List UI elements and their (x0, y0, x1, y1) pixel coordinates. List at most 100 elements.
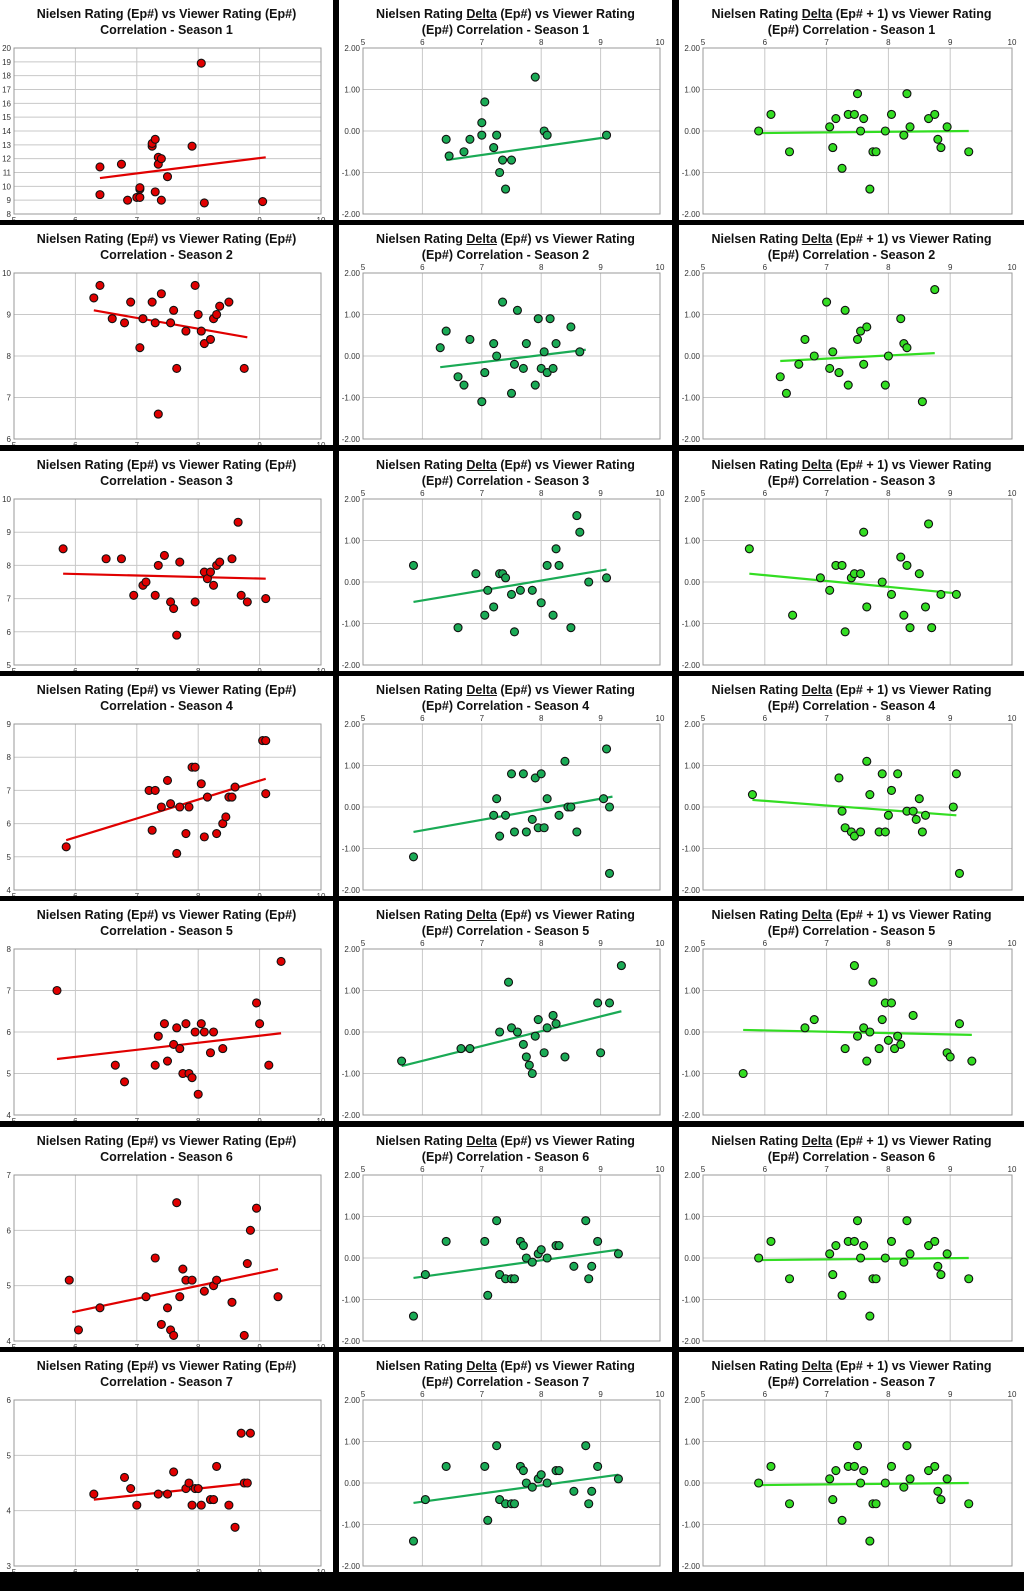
y-tick-label: 4 (7, 1111, 12, 1120)
chart-title-line-2: Correlation - Season 3 (0, 473, 333, 489)
data-point (116, 159, 126, 169)
data-point (512, 1027, 522, 1037)
data-point (942, 1249, 952, 1259)
data-point (837, 163, 847, 173)
data-point (162, 1303, 173, 1313)
data-point (150, 785, 160, 795)
gridlines (362, 498, 661, 666)
data-point (264, 1060, 274, 1070)
title-text: Nielsen Rating (376, 458, 467, 472)
data-point (221, 812, 231, 822)
y-tick-label: 2.00 (684, 269, 700, 278)
x-tick-label: 7 (824, 1165, 829, 1174)
data-point (828, 1495, 838, 1505)
title-text: Nielsen Rating (711, 458, 802, 472)
data-point (822, 297, 832, 307)
x-tick-label: 9 (598, 939, 603, 948)
data-point (441, 1236, 451, 1246)
y-tick-label: 5 (7, 1451, 12, 1460)
data-point (150, 590, 160, 600)
y-tick-label: -1.00 (342, 1521, 361, 1530)
y-tick-label: -2.00 (342, 435, 361, 444)
y-tick-label: 1.00 (344, 86, 360, 95)
data-point (852, 1031, 863, 1041)
data-point (501, 184, 511, 194)
trend-line (93, 1481, 251, 1501)
scatter-plot: 5 6 7 8 9 10 5 6 7 8 9 10 (2, 495, 326, 671)
title-text: Correlation - Season 7 (100, 1375, 233, 1389)
trend-line (413, 1248, 619, 1280)
data-point (930, 285, 940, 295)
data-point (902, 560, 912, 570)
x-tick-label: 7 (135, 667, 140, 671)
plot-frame (362, 948, 661, 1116)
chart-title: Nielsen Rating Delta (Ep#) vs Viewer Rat… (339, 6, 672, 38)
y-tick-label: -1.00 (682, 620, 701, 629)
title-text: (Ep#) Correlation - Season 7 (767, 1375, 936, 1389)
plot-frame (362, 1174, 661, 1342)
y-tick-label: -2.00 (682, 886, 701, 895)
data-point (162, 775, 173, 785)
title-text: (Ep#) Correlation - Season 2 (421, 248, 590, 262)
chart-title: Nielsen Rating (Ep#) vs Viewer Rating (E… (0, 6, 333, 38)
data-point (408, 1536, 419, 1546)
trend-line (401, 1010, 622, 1068)
x-tick-label: 7 (135, 1343, 140, 1347)
data-point (905, 122, 915, 132)
data-point (581, 1441, 591, 1451)
x-tick-label: 9 (598, 263, 603, 272)
x-tick-label: 10 (317, 216, 326, 220)
data-point (492, 794, 502, 804)
data-point (859, 114, 869, 124)
data-point (616, 961, 626, 971)
data-point (61, 842, 71, 852)
data-point (181, 829, 191, 839)
x-tick-label: 5 (361, 939, 366, 948)
data-point (212, 1275, 222, 1285)
data-point (530, 72, 540, 82)
chart-title-line-2: Correlation - Season 5 (0, 923, 333, 939)
chart-title-line-1: Nielsen Rating Delta (Ep# + 1) vs Viewer… (679, 1358, 1024, 1374)
data-point (843, 380, 853, 390)
data-point (258, 197, 268, 207)
data-point (613, 1249, 623, 1259)
data-point (420, 1270, 430, 1280)
chart-title: Nielsen Rating (Ep#) vs Viewer Rating (E… (0, 682, 333, 714)
chart-title: Nielsen Rating (Ep#) vs Viewer Rating (E… (0, 457, 333, 489)
x-tick-label: 8 (196, 1117, 201, 1121)
title-text: Nielsen Rating (711, 232, 802, 246)
data-point (902, 1441, 912, 1451)
data-point (877, 1015, 887, 1025)
x-tick-label: 7 (480, 1165, 485, 1174)
data-point (554, 1241, 564, 1251)
y-tick-label: 8 (7, 561, 12, 570)
chart-title-line-1: Nielsen Rating (Ep#) vs Viewer Rating (E… (0, 682, 333, 698)
data-point (156, 195, 166, 205)
x-tick-label: 10 (1008, 38, 1017, 47)
data-point (190, 762, 200, 772)
data-point (119, 1472, 130, 1483)
data-point (196, 326, 206, 336)
data-point (509, 1274, 520, 1284)
data-point (880, 1478, 890, 1488)
data-point (521, 1052, 531, 1062)
data-point (942, 1474, 952, 1484)
y-tick-label: 0.00 (684, 127, 700, 136)
data-point (236, 590, 246, 600)
data-point (566, 802, 576, 812)
gridlines (362, 1174, 661, 1342)
data-point (828, 347, 838, 357)
data-point (859, 1466, 869, 1476)
data-point (886, 998, 897, 1008)
data-point (954, 1019, 965, 1029)
data-point (492, 351, 502, 361)
data-point (920, 810, 931, 820)
y-tick-label: 2.00 (684, 495, 700, 504)
y-tick-label: 9 (7, 528, 12, 537)
data-point (162, 1489, 173, 1499)
chart-title-line-2: (Ep#) Correlation - Season 3 (679, 473, 1024, 489)
data-point (542, 1253, 552, 1263)
data-point (886, 785, 897, 795)
data-point (512, 305, 522, 315)
x-tick-label: 10 (656, 1165, 665, 1174)
